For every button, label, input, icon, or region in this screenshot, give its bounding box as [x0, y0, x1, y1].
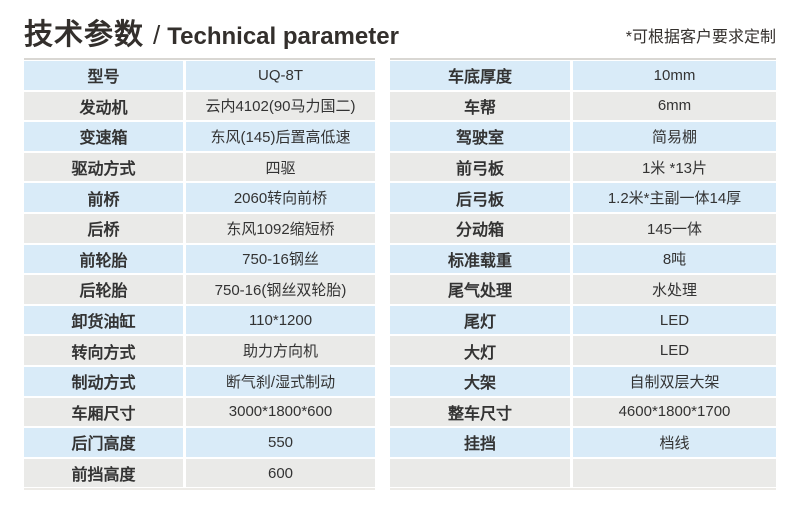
- param-value-cell: 自制双层大架: [573, 366, 776, 396]
- param-value-cell: 110*1200: [186, 305, 375, 335]
- param-label-cell: 后桥: [24, 213, 183, 243]
- param-label-cell: 型号: [24, 61, 183, 90]
- param-label-cell: 转向方式: [24, 336, 183, 365]
- table-row: 车厢尺寸 3000*1800*600: [24, 397, 375, 427]
- table-row: 车底厚度 10mm: [390, 61, 776, 90]
- param-label-cell: 后门高度: [24, 428, 183, 457]
- spec-table-right: 车底厚度 10mm 车帮 6mm 驾驶室 简易棚 前弓板 1米 *13片 后弓板 1.2米*主副一…: [390, 58, 776, 491]
- param-value-cell: 断气刹/湿式制动: [186, 366, 375, 396]
- table-row: 驾驶室 简易棚: [390, 122, 776, 151]
- param-value-cell: 简易棚: [573, 122, 776, 151]
- param-value-cell: 10mm: [573, 61, 776, 90]
- customization-note: *可根据客户要求定制: [625, 29, 776, 46]
- table-row: 车帮 6mm: [390, 91, 776, 121]
- param-label-cell: 挂挡: [390, 428, 570, 457]
- param-value-cell: 水处理: [573, 275, 776, 304]
- table-row: 变速箱 东风(145)后置高低速: [24, 122, 375, 151]
- param-value-cell: 600: [186, 458, 375, 488]
- param-value-cell: 云内4102(90马力国二): [186, 91, 375, 121]
- table-row: 挂挡 档线: [390, 428, 776, 457]
- param-value-cell: 550: [186, 428, 375, 457]
- table-row: 后门高度 550: [24, 428, 375, 457]
- page-title: 技术参数 / Technical parameter: [24, 21, 399, 50]
- table-row: 转向方式 助力方向机: [24, 336, 375, 365]
- param-label-cell: 大灯: [390, 336, 570, 365]
- param-value-cell: 1.2米*主副一体14厚: [573, 183, 776, 212]
- param-label-cell: 卸货油缸: [24, 305, 183, 335]
- param-value-cell: UQ-8T: [186, 61, 375, 90]
- param-label-cell: 前轮胎: [24, 244, 183, 274]
- param-label-cell: 车厢尺寸: [24, 397, 183, 427]
- param-label-cell: 整车尺寸: [390, 397, 570, 427]
- table-row: 大架 自制双层大架: [390, 366, 776, 396]
- param-label-cell: 前桥: [24, 183, 183, 212]
- param-value-cell: 3000*1800*600: [186, 397, 375, 427]
- param-label-cell: 分动箱: [390, 213, 570, 243]
- table-row: 制动方式 断气刹/湿式制动: [24, 366, 375, 396]
- param-value-cell: LED: [573, 336, 776, 365]
- param-label-cell: 制动方式: [24, 366, 183, 396]
- param-value-cell: 东风1092缩短桥: [186, 213, 375, 243]
- param-label-cell: 尾气处理: [390, 275, 570, 304]
- param-label-cell: 前挡高度: [24, 458, 183, 488]
- table-row: 发动机 云内4102(90马力国二): [24, 91, 375, 121]
- page-title-zh: 技术参数: [24, 19, 145, 51]
- page-header: 技术参数 / Technical parameter *可根据客户要求定制: [24, 8, 776, 50]
- table-row: 后桥 东风1092缩短桥: [24, 213, 375, 243]
- param-label-cell: 标准载重: [390, 244, 570, 274]
- param-value-cell: 四驱: [186, 152, 375, 182]
- table-row: [390, 458, 776, 488]
- table-row: 整车尺寸 4600*1800*1700: [390, 397, 776, 427]
- param-value-cell: 8吨: [573, 244, 776, 274]
- table-row: 标准载重 8吨: [390, 244, 776, 274]
- table-row: 驱动方式 四驱: [24, 152, 375, 182]
- page-title-en: Technical parameter: [167, 23, 399, 50]
- param-value-cell: 助力方向机: [186, 336, 375, 365]
- page-title-separator: /: [153, 20, 161, 50]
- table-row: 卸货油缸 110*1200: [24, 305, 375, 335]
- table-row: 后弓板 1.2米*主副一体14厚: [390, 183, 776, 212]
- table-row: 前弓板 1米 *13片: [390, 152, 776, 182]
- param-label-cell: 后弓板: [390, 183, 570, 212]
- table-row: 尾灯 LED: [390, 305, 776, 335]
- param-value-cell: 东风(145)后置高低速: [186, 122, 375, 151]
- spec-table-left: 型号 UQ-8T 发动机 云内4102(90马力国二) 变速箱 东风(145)后置高低速驱…: [24, 58, 375, 491]
- param-label-cell: 大架: [390, 366, 570, 396]
- table-row: 前桥 2060转向前桥: [24, 183, 375, 212]
- param-label-cell: 变速箱: [24, 122, 183, 151]
- param-label-cell: 车帮: [390, 91, 570, 121]
- param-value-cell: 1米 *13片: [573, 152, 776, 182]
- table-row: 前轮胎 750-16钢丝: [24, 244, 375, 274]
- table-row: 后轮胎 750-16(钢丝双轮胎): [24, 275, 375, 304]
- table-row: 大灯 LED: [390, 336, 776, 365]
- param-label-cell: 尾灯: [390, 305, 570, 335]
- param-value-cell: LED: [573, 305, 776, 335]
- param-label-cell: 车底厚度: [390, 61, 570, 90]
- param-label-cell: 发动机: [24, 91, 183, 121]
- param-value-cell: 6mm: [573, 91, 776, 121]
- param-value-cell: 145一体: [573, 213, 776, 243]
- table-row: 前挡高度 600: [24, 458, 375, 488]
- param-value-cell: 4600*1800*1700: [573, 397, 776, 427]
- param-label-cell: [390, 458, 570, 488]
- param-label-cell: 驱动方式: [24, 152, 183, 182]
- table-row: 分动箱 145一体: [390, 213, 776, 243]
- param-value-cell: 2060转向前桥: [186, 183, 375, 212]
- table-row: 型号 UQ-8T: [24, 61, 375, 90]
- param-label-cell: 后轮胎: [24, 275, 183, 304]
- table-row: 尾气处理 水处理: [390, 275, 776, 304]
- param-value-cell: 750-16(钢丝双轮胎): [186, 275, 375, 304]
- param-value-cell: 750-16钢丝: [186, 244, 375, 274]
- param-label-cell: 驾驶室: [390, 122, 570, 151]
- param-label-cell: 前弓板: [390, 152, 570, 182]
- param-value-cell: 档线: [573, 428, 776, 457]
- param-value-cell: [573, 458, 776, 488]
